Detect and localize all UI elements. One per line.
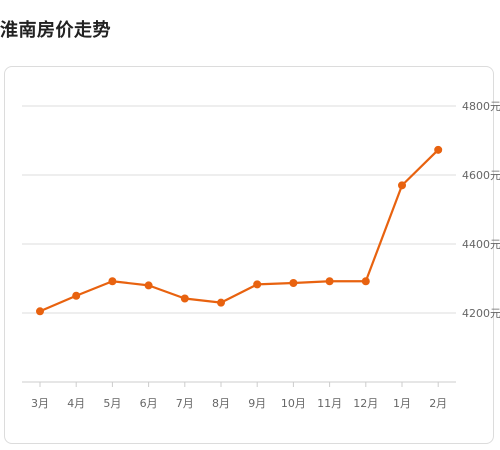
data-point[interactable] [434, 145, 443, 154]
x-axis-ticks: 3月 4月 5月 6月 7月 8月 9月 10月 11月 12月 1月 2月 [31, 382, 447, 410]
x-tick-label: 5月 [103, 397, 121, 410]
x-tick-label: 10月 [281, 397, 306, 410]
y-tick-label: 4200元 [462, 307, 500, 320]
data-point[interactable] [289, 278, 298, 287]
x-tick-label: 3月 [31, 397, 49, 410]
data-point[interactable] [253, 280, 262, 289]
y-tick-label: 4600元 [462, 169, 500, 182]
data-point[interactable] [144, 281, 153, 290]
x-tick-label: 4月 [67, 397, 85, 410]
data-point[interactable] [217, 298, 225, 307]
data-point[interactable] [36, 307, 44, 316]
x-tick-label: 7月 [176, 397, 194, 410]
series-line-group [39, 149, 439, 313]
grid-lines [22, 105, 456, 314]
data-point[interactable] [72, 291, 81, 300]
data-point[interactable] [325, 277, 334, 286]
chart-card [4, 66, 494, 444]
data-point[interactable] [361, 277, 370, 286]
x-tick-label: 8月 [212, 397, 230, 410]
x-tick-label: 6月 [140, 397, 158, 410]
page-title: 淮南房价走势 [0, 20, 111, 41]
x-tick-label: 1月 [393, 397, 411, 410]
y-tick-label: 4400元 [462, 238, 500, 251]
data-point[interactable] [398, 181, 406, 190]
data-point[interactable] [180, 294, 189, 303]
data-point[interactable] [108, 277, 117, 286]
series-line [39, 149, 439, 313]
x-tick-label: 12月 [353, 397, 378, 410]
y-tick-label: 4800元 [462, 100, 500, 113]
x-tick-label: 2月 [429, 397, 447, 410]
x-tick-label: 9月 [248, 397, 266, 410]
data-points [36, 145, 443, 316]
x-tick-label: 11月 [317, 397, 342, 410]
y-axis-ticks: 4200元 4400元 4600元 4800元 [462, 100, 500, 320]
